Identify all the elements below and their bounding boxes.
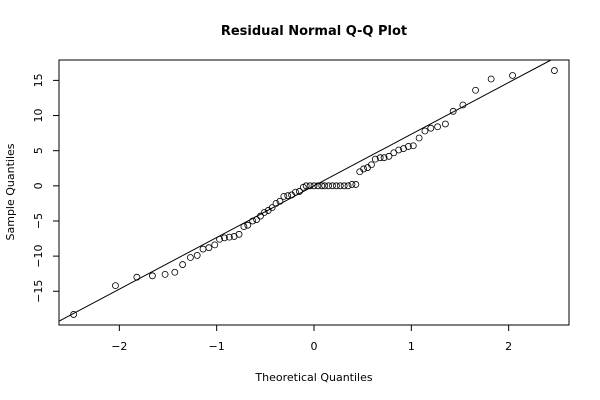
data-point (449, 107, 457, 115)
data-point (336, 182, 344, 190)
data-point (249, 217, 257, 225)
data-point (171, 268, 179, 276)
data-point (314, 182, 322, 190)
data-point (260, 209, 268, 216)
data-point (551, 67, 558, 74)
reference-line (58, 59, 552, 322)
data-point (509, 72, 516, 79)
x-tick-label: 1 (408, 340, 415, 353)
y-axis-label: Sample Quantiles (4, 143, 17, 240)
data-point (221, 234, 228, 242)
data-point (280, 192, 288, 200)
data-point (340, 182, 348, 190)
x-axis: −2 −1 0 1 2 (111, 325, 512, 353)
data-point (302, 182, 310, 190)
data-point (360, 165, 368, 173)
data-point (257, 212, 264, 220)
data-point (284, 192, 292, 200)
data-point (179, 261, 187, 268)
data-point (240, 223, 248, 230)
y-tick-label: 5 (32, 147, 45, 154)
data-point (441, 120, 449, 128)
plot-frame (58, 59, 570, 326)
data-point (427, 124, 435, 132)
data-point (112, 282, 119, 290)
data-point (459, 101, 467, 109)
data-point (405, 143, 412, 150)
data-point (225, 233, 233, 241)
data-point (415, 134, 423, 142)
y-tick-label: 0 (32, 182, 45, 189)
data-point (487, 75, 495, 83)
data-point (149, 272, 156, 280)
y-tick-label: −10 (32, 245, 45, 268)
x-tick-label: −2 (111, 340, 127, 353)
data-point (329, 182, 336, 190)
data-point (253, 216, 260, 223)
y-tick-label: 15 (32, 73, 45, 87)
data-point (199, 245, 207, 253)
data-point (321, 182, 329, 190)
data-point (332, 182, 340, 190)
y-tick-label: 10 (32, 109, 45, 123)
data-point (318, 182, 326, 190)
data-point (186, 254, 194, 261)
x-tick-label: −1 (209, 340, 225, 353)
data-point (395, 146, 403, 154)
x-axis-label: Theoretical Quantiles (254, 371, 372, 384)
data-point (371, 155, 379, 163)
data-point (472, 86, 479, 94)
y-tick-label: −5 (32, 213, 45, 229)
data-point (376, 154, 384, 162)
data-points (70, 67, 558, 318)
data-point (380, 154, 388, 162)
data-point (216, 235, 223, 243)
data-point (205, 244, 213, 252)
data-point (292, 188, 299, 196)
data-point (133, 273, 141, 281)
data-point (325, 182, 332, 190)
data-point (409, 142, 417, 150)
data-point (268, 204, 276, 212)
y-axis: −15 −10 −5 0 5 10 15 (32, 73, 59, 303)
data-point (211, 241, 219, 249)
data-point (434, 123, 442, 131)
data-point (244, 221, 252, 229)
data-point (310, 182, 318, 190)
data-point (276, 197, 284, 205)
x-tick-label: 0 (311, 340, 318, 353)
data-point (421, 127, 429, 135)
data-point (193, 252, 201, 259)
data-point (272, 199, 280, 207)
data-point (70, 311, 77, 318)
data-point (161, 270, 169, 278)
x-tick-label: 2 (505, 340, 512, 353)
data-point (296, 188, 303, 195)
chart-title: Residual Normal Q-Q Plot (221, 24, 407, 39)
data-point (385, 152, 393, 160)
data-point (306, 182, 314, 190)
reference-line-group (58, 59, 552, 322)
y-tick-label: −15 (32, 280, 45, 303)
data-point (352, 181, 360, 188)
data-point (368, 161, 375, 169)
data-point (344, 182, 352, 190)
data-point (235, 230, 243, 238)
data-point (348, 181, 356, 188)
